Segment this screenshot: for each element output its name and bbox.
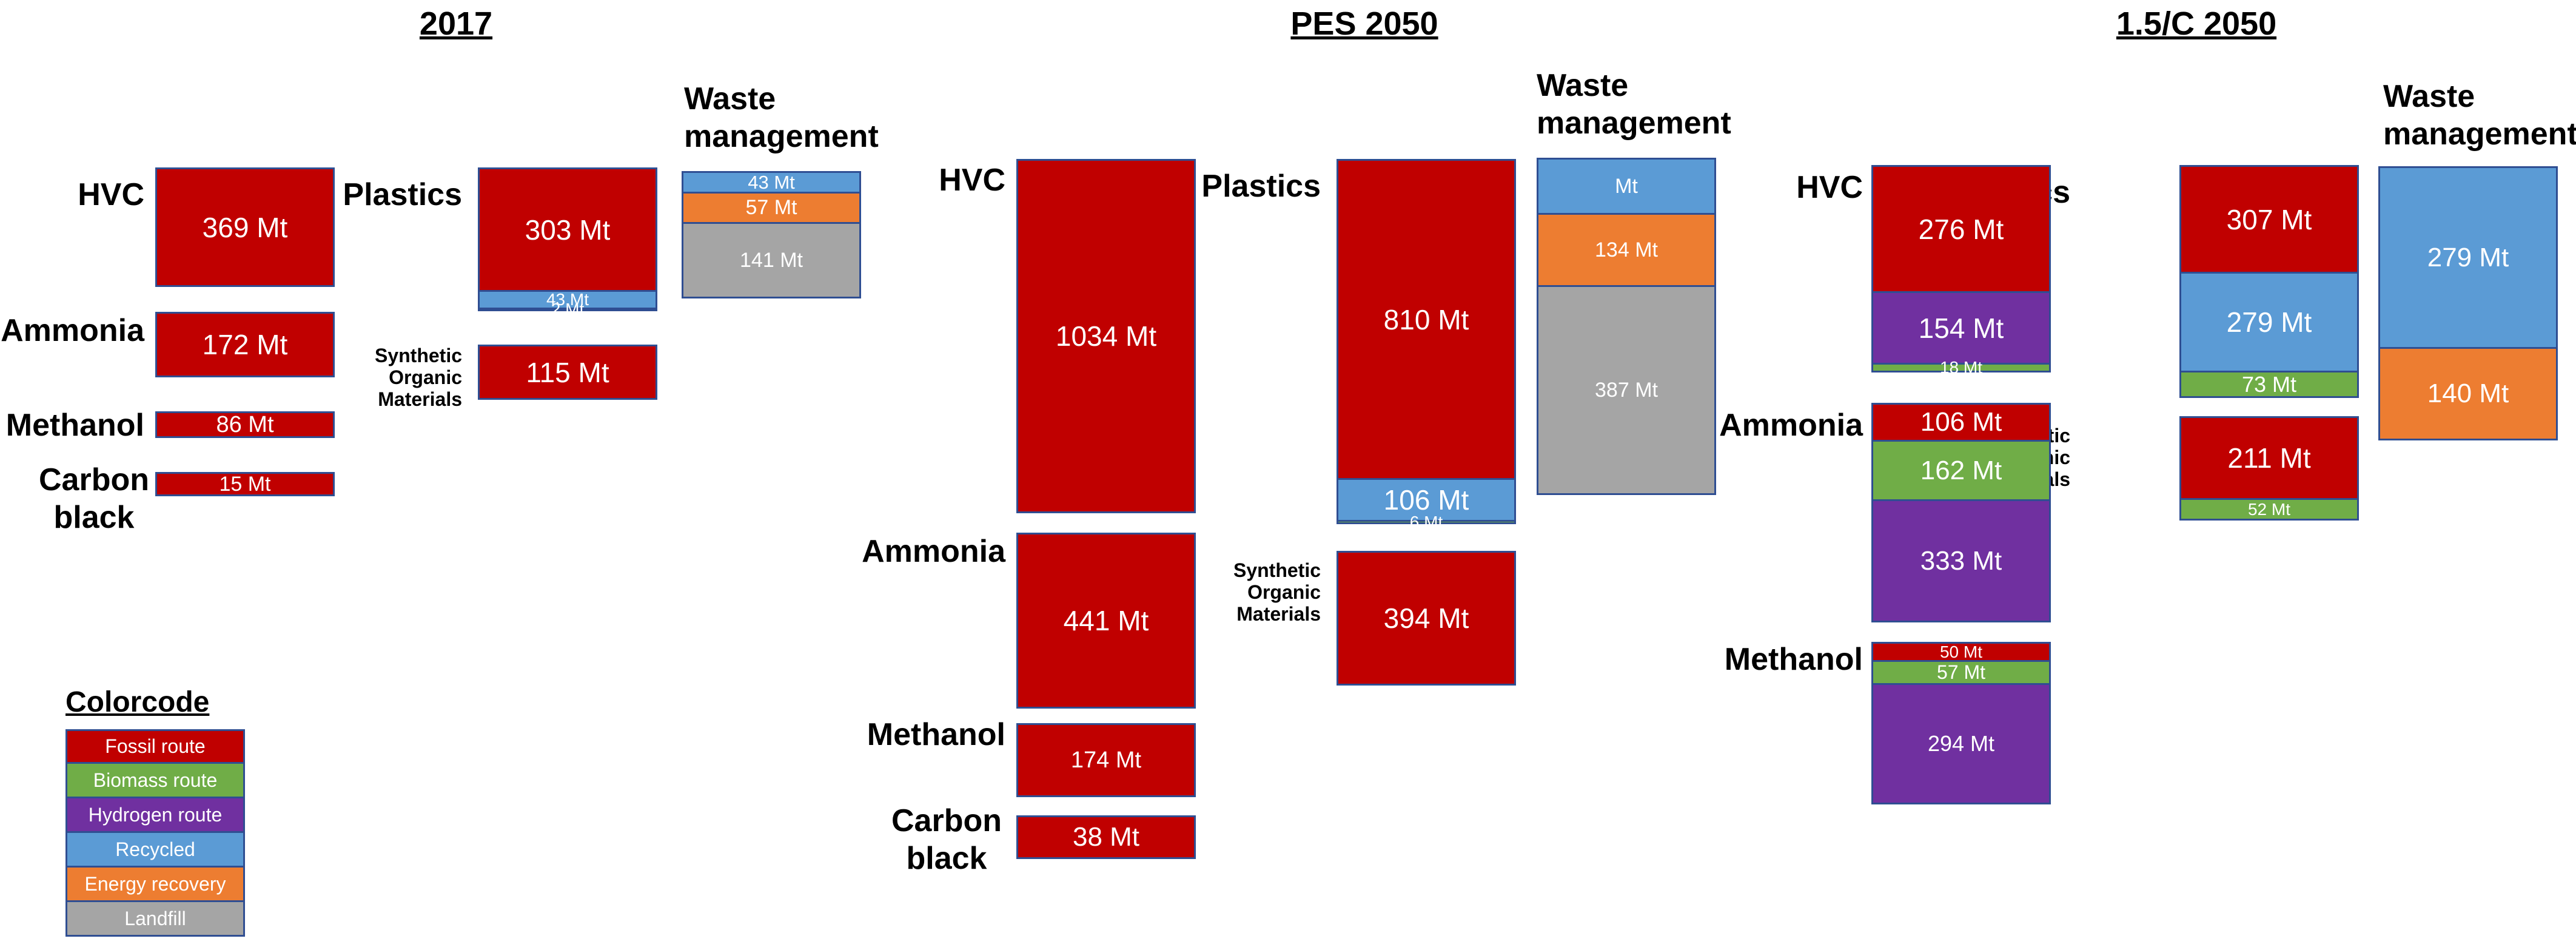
stack-pes-ammonia: 441 Mt bbox=[1016, 533, 1196, 709]
pes-ammonia-segment-fossil: 441 Mt bbox=[1016, 533, 1196, 709]
c15-hvc-segment-hydrogen: 154 Mt bbox=[1871, 293, 2051, 365]
y2017-carbon-black-segment-fossil: 15 Mt bbox=[155, 472, 335, 496]
c15-hvc-segment-fossil: 276 Mt bbox=[1871, 165, 2051, 293]
stack-c15-ammonia: 106 Mt 162 Mt 333 Mt bbox=[1871, 403, 2051, 622]
label-pes-hvc: HVC bbox=[939, 163, 1005, 198]
legend-item: Fossil route bbox=[65, 729, 245, 764]
pes-waste-segment-recycled: Mt bbox=[1537, 158, 1716, 215]
y2017-methanol-segment-fossil: 86 Mt bbox=[155, 411, 335, 438]
legend-title: Colorcode bbox=[65, 686, 210, 718]
label-2017-methanol: Methanol bbox=[5, 408, 144, 443]
label-2017-plastics: Plastics bbox=[343, 177, 462, 212]
label-pes-plastics: Plastics bbox=[1201, 169, 1321, 204]
label-pes-waste: Waste management bbox=[1537, 68, 1731, 141]
title-pes-2050: PES 2050 bbox=[1290, 5, 1438, 42]
label-2017-waste: Waste management bbox=[684, 81, 879, 154]
c15-waste-segment-recycled: 279 Mt bbox=[2378, 166, 2558, 349]
stack-2017-hvc: 369 Mt bbox=[155, 167, 335, 287]
c15-synthetic-segment-fossil: 211 Mt bbox=[2179, 416, 2359, 500]
c15-methanol-segment-fossil: 50 Mt bbox=[1871, 642, 2051, 662]
label-c15-waste: Waste management bbox=[2383, 79, 2576, 152]
c15-plastics-segment-fossil: 307 Mt bbox=[2179, 165, 2359, 274]
stack-c15-synthetic: 211 Mt 52 Mt bbox=[2179, 416, 2359, 521]
pes-synthetic-segment-fossil: 394 Mt bbox=[1337, 551, 1516, 686]
c15-ammonia-segment-hydrogen: 333 Mt bbox=[1871, 501, 2051, 622]
label-2017-hvc: HVC bbox=[78, 177, 144, 212]
c15-methanol-segment-biomass: 57 Mt bbox=[1871, 661, 2051, 685]
legend-item: Biomass route bbox=[65, 764, 245, 798]
label-pes-ammonia: Ammonia bbox=[862, 534, 1005, 569]
title-15c-2050: 1.5/C 2050 bbox=[2116, 5, 2277, 42]
y2017-synthetic-segment-fossil: 115 Mt bbox=[478, 345, 657, 400]
stack-c15-waste: 279 Mt 140 Mt bbox=[2378, 166, 2558, 440]
y2017-waste-segment-energy: 57 Mt bbox=[682, 194, 861, 224]
stack-2017-methanol: 86 Mt bbox=[155, 411, 335, 438]
stack-pes-hvc: 1034 Mt bbox=[1016, 159, 1196, 513]
stack-pes-plastics: 810 Mt 106 Mt 6 Mt bbox=[1337, 159, 1516, 531]
title-2017: 2017 bbox=[419, 5, 493, 42]
pes-plastics-segment-recycled: 106 Mt bbox=[1337, 480, 1516, 522]
stack-2017-waste: 43 Mt 57 Mt 141 Mt bbox=[682, 171, 861, 298]
y2017-waste-segment-landfill: 141 Mt bbox=[682, 224, 861, 298]
label-c15-hvc: HVC bbox=[1796, 170, 1863, 205]
label-pes-synthetic: Synthetic Organic Materials bbox=[1233, 559, 1321, 625]
c15-plastics-segment-biomass: 73 Mt bbox=[2179, 372, 2359, 398]
c15-hvc-segment-biomass: 18 Mt bbox=[1871, 358, 2051, 377]
stack-2017-carbon-black: 15 Mt bbox=[155, 472, 335, 496]
c15-ammonia-segment-fossil: 106 Mt bbox=[1871, 403, 2051, 442]
stack-2017-plastics: 303 Mt 43 Mt 2 Mt bbox=[478, 167, 657, 318]
pes-carbon-black-segment-fossil: 38 Mt bbox=[1016, 815, 1196, 859]
pes-hvc-segment-fossil: 1034 Mt bbox=[1016, 159, 1196, 513]
stack-c15-hvc: 276 Mt 154 Mt 18 Mt bbox=[1871, 165, 2051, 377]
pes-plastics-segment-fossil: 810 Mt bbox=[1337, 159, 1516, 480]
y2017-plastics-segment-fossil: 303 Mt bbox=[478, 167, 657, 292]
y2017-ammonia-segment-fossil: 172 Mt bbox=[155, 312, 335, 377]
legend-item: Hydrogen route bbox=[65, 798, 245, 833]
legend-item: Recycled bbox=[65, 833, 245, 868]
c15-ammonia-segment-biomass: 162 Mt bbox=[1871, 442, 2051, 501]
pes-waste-segment-energy: 134 Mt bbox=[1537, 215, 1716, 287]
label-c15-ammonia: Ammonia bbox=[1719, 408, 1863, 443]
pes-plastics-segment-biomass: 6 Mt bbox=[1337, 513, 1516, 531]
label-2017-synthetic: Synthetic Organic Materials bbox=[374, 345, 462, 410]
label-c15-methanol: Methanol bbox=[1724, 642, 1863, 677]
label-pes-carbon-black: Carbon black bbox=[891, 803, 1002, 876]
label-pes-methanol: Methanol bbox=[867, 717, 1005, 752]
c15-plastics-segment-recycled: 279 Mt bbox=[2179, 274, 2359, 372]
label-2017-ammonia: Ammonia bbox=[1, 313, 144, 348]
stack-c15-plastics: 307 Mt 279 Mt 73 Mt bbox=[2179, 165, 2359, 398]
legend-item: Energy recovery bbox=[65, 868, 245, 902]
legend: Fossil route Biomass route Hydrogen route R… bbox=[65, 729, 245, 937]
y2017-plastics-segment-recycled: 43 Mt bbox=[478, 290, 657, 309]
y2017-plastics-segment-biomass: 2 Mt bbox=[478, 300, 657, 318]
stack-pes-carbon-black: 38 Mt bbox=[1016, 815, 1196, 859]
label-2017-carbon-black: Carbon black bbox=[39, 462, 149, 535]
stack-pes-synthetic: 394 Mt bbox=[1337, 551, 1516, 686]
stack-c15-methanol: 50 Mt 57 Mt 294 Mt bbox=[1871, 642, 2051, 804]
c15-waste-segment-energy: 140 Mt bbox=[2378, 349, 2558, 440]
stack-2017-synthetic: 115 Mt bbox=[478, 345, 657, 400]
legend-item: Landfill bbox=[65, 902, 245, 937]
pes-waste-segment-landfill: 387 Mt bbox=[1537, 287, 1716, 495]
y2017-hvc-segment-fossil: 369 Mt bbox=[155, 167, 335, 287]
c15-methanol-segment-hydrogen: 294 Mt bbox=[1871, 685, 2051, 804]
y2017-waste-segment-recycled: 43 Mt bbox=[682, 171, 861, 194]
stack-pes-waste: Mt 134 Mt 387 Mt bbox=[1537, 158, 1716, 495]
c15-synthetic-segment-biomass: 52 Mt bbox=[2179, 500, 2359, 521]
stack-2017-ammonia: 172 Mt bbox=[155, 312, 335, 377]
stack-pes-methanol: 174 Mt bbox=[1016, 723, 1196, 797]
pes-methanol-segment-fossil: 174 Mt bbox=[1016, 723, 1196, 797]
